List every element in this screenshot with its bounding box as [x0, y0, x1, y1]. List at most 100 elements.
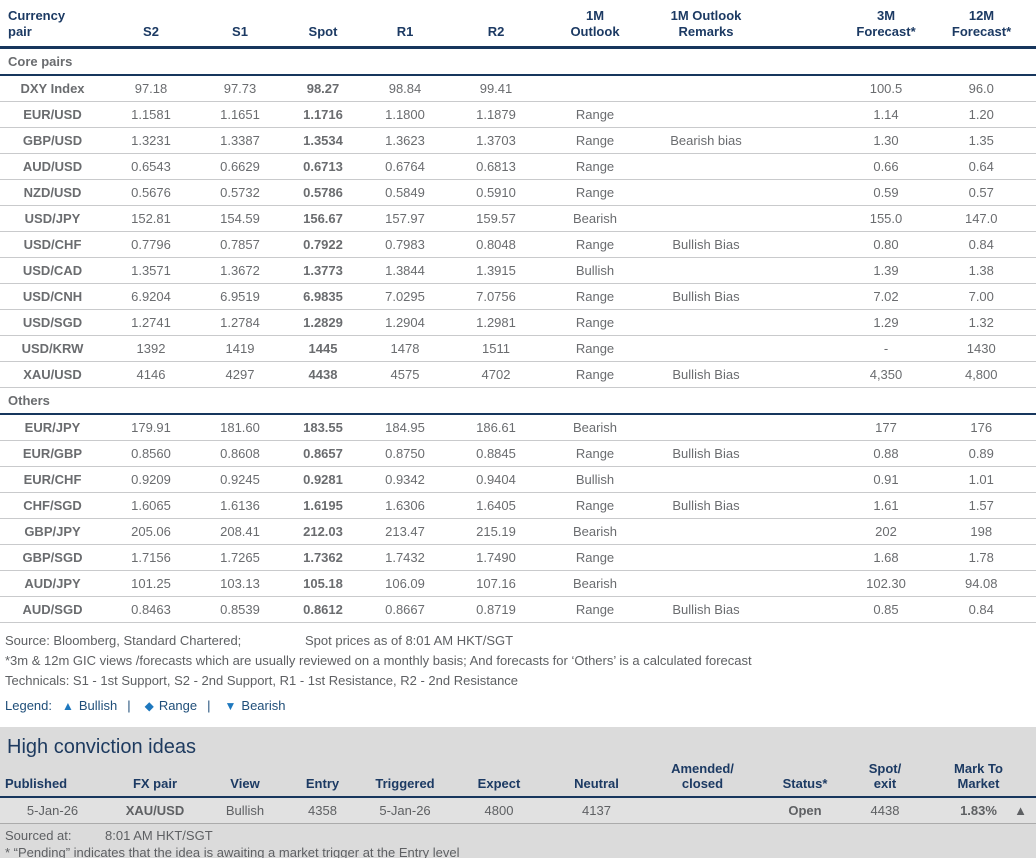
fx-row: AUD/SGD 0.8463 0.8539 0.8612 0.8667 0.8719 Ran…: [0, 596, 1036, 623]
idea-mark-to-market: 1.83%: [920, 796, 1005, 824]
fx-f3m: 1.68: [797, 544, 937, 571]
fx-r2: 159.57: [447, 205, 545, 232]
fx-outlook: Bullish: [545, 466, 645, 493]
fx-row: USD/SGD 1.2741 1.2784 1.2829 1.2904 1.2981 Ran…: [0, 309, 1036, 336]
fx-outlook: Range: [545, 179, 645, 206]
fx-spot: 1445: [283, 335, 363, 362]
fx-s2: 101.25: [105, 570, 197, 597]
fx-remarks: [645, 75, 797, 102]
fx-spot: 98.27: [283, 75, 363, 102]
fx-spot: 0.6713: [283, 153, 363, 180]
fx-f3m: 0.59: [797, 179, 937, 206]
fx-remarks: Bearish bias: [645, 127, 797, 154]
fx-s2: 0.6543: [105, 153, 197, 180]
spot-asof-text: Spot prices as of 8:01 AM HKT/SGT: [305, 633, 514, 648]
fx-r2: 1511: [447, 335, 545, 362]
fx-r1: 4575: [363, 361, 447, 388]
legend-separator: |: [127, 698, 131, 713]
fx-pair: USD/CHF: [0, 231, 105, 258]
fx-r1: 7.0295: [363, 283, 447, 310]
fx-outlook: Range: [545, 492, 645, 519]
fx-section-label: Others: [0, 387, 1036, 415]
fx-s1: 181.60: [197, 414, 283, 441]
idea-amended-closed: [645, 796, 760, 824]
fx-row: DXY Index 97.18 97.73 98.27 98.84 99.41 100.5 9…: [0, 75, 1036, 102]
fx-s1: 4297: [197, 361, 283, 388]
fx-r2: 215.19: [447, 518, 545, 545]
fx-r1: 1478: [363, 335, 447, 362]
fx-section-label: Core pairs: [0, 47, 1036, 76]
legend-label: Bullish: [78, 698, 118, 713]
fx-r2: 107.16: [447, 570, 545, 597]
fx-r1: 1.3623: [363, 127, 447, 154]
fx-s2: 0.5676: [105, 179, 197, 206]
fx-row: GBP/USD 1.3231 1.3387 1.3534 1.3623 1.3703 Ran…: [0, 127, 1036, 154]
sourced-at-value: 8:01 AM HKT/SGT: [105, 828, 213, 843]
fx-f3m: 1.29: [797, 309, 937, 336]
fx-f3m: -: [797, 335, 937, 362]
fx-s2: 0.7796: [105, 231, 197, 258]
fx-r1: 0.7983: [363, 231, 447, 258]
fx-s1: 208.41: [197, 518, 283, 545]
fx-row: NZD/USD 0.5676 0.5732 0.5786 0.5849 0.5910 Ran…: [0, 179, 1036, 206]
source-text: Source: Bloomberg, Standard Chartered;: [5, 633, 242, 648]
sourced-at-label: Sourced at:: [5, 828, 72, 843]
fx-row: XAU/USD 4146 4297 4438 4575 4702 Range Bullish …: [0, 361, 1036, 388]
ideas-col-header: Entry: [285, 761, 360, 798]
fx-r2: 1.3915: [447, 257, 545, 284]
fx-col-header: Currency pair: [0, 0, 105, 49]
fx-r2: 186.61: [447, 414, 545, 441]
fx-f12m: 1.20: [937, 101, 1036, 128]
fx-row: CHF/SGD 1.6065 1.6136 1.6195 1.6306 1.6405 Ran…: [0, 492, 1036, 519]
fx-spot: 1.6195: [283, 492, 363, 519]
fx-spot: 0.9281: [283, 466, 363, 493]
fx-spot: 1.3534: [283, 127, 363, 154]
fx-row: AUD/USD 0.6543 0.6629 0.6713 0.6764 0.6813 Ran…: [0, 153, 1036, 180]
fx-pair: USD/JPY: [0, 205, 105, 232]
fx-row: USD/CHF 0.7796 0.7857 0.7922 0.7983 0.8048 Ran…: [0, 231, 1036, 258]
fx-r2: 1.7490: [447, 544, 545, 571]
fx-f12m: 1.38: [937, 257, 1036, 284]
fx-s1: 0.9245: [197, 466, 283, 493]
fx-r1: 1.3844: [363, 257, 447, 284]
idea-status: Open: [760, 796, 850, 824]
fx-f12m: 147.0: [937, 205, 1036, 232]
up-triangle-icon: ▲: [1005, 796, 1036, 824]
fx-s2: 205.06: [105, 518, 197, 545]
fx-r1: 157.97: [363, 205, 447, 232]
fx-r1: 1.1800: [363, 101, 447, 128]
fx-pair: CHF/SGD: [0, 492, 105, 519]
fx-pair: EUR/CHF: [0, 466, 105, 493]
fx-s2: 152.81: [105, 205, 197, 232]
ideas-col-header: Published: [0, 761, 105, 798]
ideas-col-header: Mark To Market: [920, 761, 1005, 798]
fx-r1: 0.8667: [363, 596, 447, 623]
fx-row: USD/CAD 1.3571 1.3672 1.3773 1.3844 1.3915 Bul…: [0, 257, 1036, 284]
high-conviction-table: Published FX pair View Entry Triggered Expect…: [0, 761, 1036, 824]
legend: Legend: ▲ Bullish | ◆ Range | ▼ Bearish: [5, 696, 1036, 716]
fx-r2: 1.6405: [447, 492, 545, 519]
fx-pair: USD/SGD: [0, 309, 105, 336]
fx-r1: 0.6764: [363, 153, 447, 180]
fx-pair: EUR/JPY: [0, 414, 105, 441]
fx-remarks: Bullish Bias: [645, 492, 797, 519]
fx-pair: AUD/SGD: [0, 596, 105, 623]
fx-f12m: 94.08: [937, 570, 1036, 597]
fx-outlook: Bearish: [545, 518, 645, 545]
fx-f3m: 177: [797, 414, 937, 441]
fx-outlook: Range: [545, 596, 645, 623]
fx-f12m: 1.35: [937, 127, 1036, 154]
fx-levels-table: Currency pair S2 S1 Spot R1 R2 1M Outlook 1M Ou…: [0, 0, 1036, 623]
fx-outlook: Bearish: [545, 570, 645, 597]
fx-col-header: Spot: [283, 0, 363, 49]
fx-spot: 1.3773: [283, 257, 363, 284]
fx-s1: 97.73: [197, 75, 283, 102]
fx-f3m: 1.61: [797, 492, 937, 519]
fx-f3m: 100.5: [797, 75, 937, 102]
fx-pair: AUD/JPY: [0, 570, 105, 597]
fx-remarks: [645, 518, 797, 545]
fx-r2: 1.2981: [447, 309, 545, 336]
fx-f12m: 4,800: [937, 361, 1036, 388]
fx-outlook: Bullish: [545, 257, 645, 284]
fx-r1: 213.47: [363, 518, 447, 545]
